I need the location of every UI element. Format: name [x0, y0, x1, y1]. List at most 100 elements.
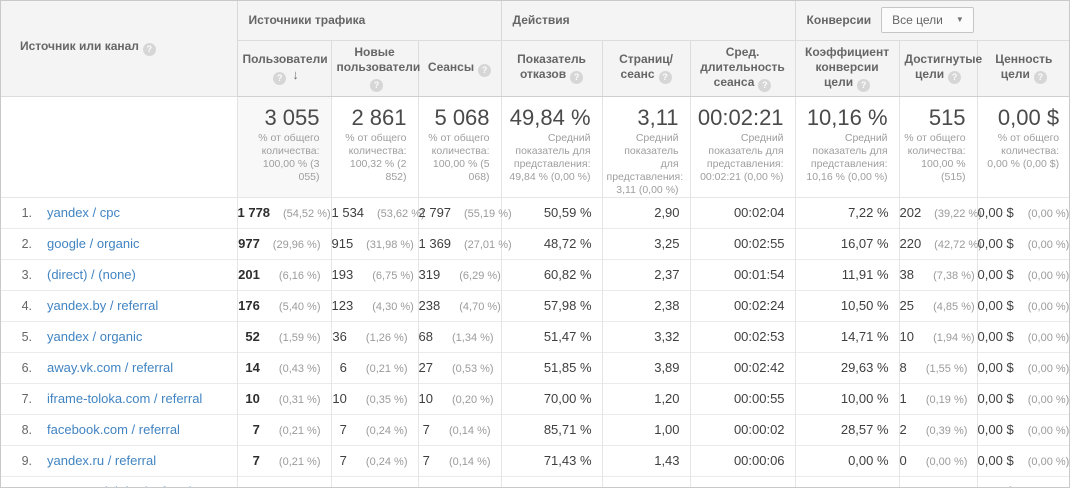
help-icon[interactable]: ?	[758, 78, 772, 92]
new-users-value: 915	[331, 236, 354, 251]
sessions-value: 2 797	[418, 205, 452, 220]
users-value: 7	[252, 453, 260, 468]
column-header-sessions[interactable]: Сеансы?	[417, 40, 502, 97]
table-row: 10. peugeot-club.by / referral 6 (0,18 %)…	[0, 475, 1070, 488]
source-link[interactable]: yandex.by / referral	[47, 298, 159, 313]
goal-conversion-rate-cell: 7,22 %	[794, 196, 900, 228]
help-icon[interactable]: ?	[478, 63, 492, 77]
totals-conv-rate-value: 10,16 %	[806, 104, 888, 130]
users-pct: (0,43 %)	[278, 363, 321, 375]
source-link[interactable]: away.vk.com / referral	[47, 360, 174, 375]
totals-goals-note: % от общего количества: 100,00 % (515)	[904, 131, 966, 183]
sessions-pct: (1,34 %)	[452, 332, 494, 344]
goal-value-pct: (0,00 %)	[1027, 332, 1070, 344]
column-header-avg-session-duration[interactable]: Сред. длительность сеанса?	[689, 40, 796, 97]
source-cell: 7. iframe-toloka.com / referral	[0, 382, 237, 414]
source-link[interactable]: facebook.com / referral	[47, 422, 180, 437]
totals-new-users-note: % от общего количества: 100,32 % (2 852)	[345, 131, 407, 183]
sessions-cell: 1 369 (27,01 %)	[417, 227, 512, 259]
duration-value: 00:00:06	[733, 453, 785, 468]
duration-value: 00:02:24	[733, 298, 785, 313]
new-users-value: 6	[340, 484, 347, 488]
users-pct: (0,31 %)	[278, 394, 321, 406]
new-users-cell: 915 (31,98 %)	[330, 227, 418, 259]
sessions-pct: (27,01 %)	[463, 239, 512, 251]
new-users-pct: (4,30 %)	[372, 301, 414, 313]
help-icon[interactable]: ?	[273, 71, 287, 85]
users-cell: 7 (0,21 %)	[236, 444, 331, 476]
column-header-source[interactable]: Источник или канал?	[0, 0, 238, 97]
new-users-cell: 1 534 (53,62 %)	[330, 196, 425, 228]
goal-value-pct: (0,00 %)	[1027, 270, 1070, 282]
avg-session-duration-cell: 00:02:55	[689, 227, 796, 259]
source-column-label: Источник или канал	[20, 39, 139, 54]
source-cell: 5. yandex / organic	[0, 320, 237, 352]
source-link[interactable]: (direct) / (none)	[47, 267, 136, 282]
help-icon[interactable]: ?	[570, 71, 584, 84]
users-value: 1 778	[237, 205, 271, 220]
goal-value-pct: (0,00 %)	[1027, 394, 1070, 406]
new-users-cell: 36 (1,26 %)	[330, 320, 418, 352]
help-icon[interactable]: ?	[142, 43, 156, 57]
totals-goals-value: 515	[928, 104, 966, 130]
source-link[interactable]: iframe-toloka.com / referral	[47, 391, 203, 406]
pages-value: 3,32	[654, 329, 680, 344]
goal-value-value: 0,00 $	[978, 484, 1014, 488]
goal-completions-cell: 0 (0,00 %)	[898, 444, 978, 476]
column-header-pages-per-session[interactable]: Страниц/сеанс?	[601, 40, 691, 97]
source-link[interactable]: google / organic	[47, 236, 140, 251]
column-header-goal-conversion-rate[interactable]: Коэффициент конверсии цели?	[794, 40, 900, 97]
users-cell: 7 (0,21 %)	[236, 413, 331, 445]
goals-value: 38	[899, 267, 915, 282]
pages-value: 3,89	[654, 360, 680, 375]
conv-rate-value: 11,91 %	[841, 267, 889, 282]
row-number: 7.	[21, 392, 32, 406]
source-link[interactable]: yandex / organic	[47, 329, 143, 344]
totals-new-users-value: 2 861	[351, 104, 407, 130]
totals-avg-session-duration: 00:02:21 Средний показатель для представ…	[689, 96, 796, 198]
avg-session-duration-cell: 00:02:04	[689, 196, 796, 228]
column-header-users[interactable]: Пользователи? ↓	[236, 40, 331, 97]
all-goals-dropdown[interactable]: Все цели ▼	[881, 6, 974, 33]
duration-value: 00:01:54	[733, 267, 785, 282]
duration-value: 00:02:04	[733, 205, 785, 220]
table-row: 5. yandex / organic 52 (1,59 %) 36 (1,26 …	[0, 320, 1070, 352]
avg-session-duration-cell: 00:02:53	[689, 320, 796, 352]
column-label: Коэффициент конверсии цели	[805, 44, 890, 89]
source-link[interactable]: yandex / cpc	[47, 205, 120, 220]
column-header-goal-value[interactable]: Ценность цели?	[976, 40, 1070, 97]
users-value: 10	[245, 391, 260, 406]
bounce-rate-cell: 48,72 %	[500, 227, 603, 259]
column-header-goal-completions[interactable]: Достигнутые цели?	[898, 40, 982, 97]
new-users-cell: 7 (0,24 %)	[330, 444, 418, 476]
goals-pct: (1,94 %)	[933, 332, 975, 344]
avg-session-duration-cell: 00:02:42	[689, 351, 796, 383]
pages-value: 2,38	[654, 298, 680, 313]
help-icon[interactable]: ?	[658, 71, 672, 84]
new-users-pct: (0,21 %)	[365, 363, 408, 375]
goal-conversion-rate-cell: 0,00 %	[794, 444, 900, 476]
goal-value-cell: 0,00 $ (0,00 %)	[976, 196, 1070, 228]
duration-value: 00:02:42	[733, 360, 785, 375]
help-icon[interactable]: ?	[948, 71, 962, 84]
table-row: 9. yandex.ru / referral 7 (0,21 %) 7 (0,2…	[0, 444, 1070, 476]
chevron-down-icon: ▼	[955, 15, 964, 25]
conv-rate-value: 0,00 %	[848, 484, 888, 488]
goal-conversion-rate-cell: 0,00 %	[794, 475, 900, 488]
column-header-bounce-rate[interactable]: Показатель отказов?	[500, 40, 603, 97]
source-link[interactable]: yandex.ru / referral	[47, 453, 157, 468]
table-row: 1. yandex / cpc 1 778 (54,52 %) 1 534 (53…	[0, 196, 1070, 228]
row-number: 8.	[21, 423, 32, 437]
sessions-pct: (0,14 %)	[448, 456, 491, 468]
avg-session-duration-cell: 00:01:54	[689, 258, 796, 290]
conv-rate-value: 10,00 %	[840, 391, 889, 406]
help-icon[interactable]: ?	[1033, 71, 1047, 84]
bounce-value: 48,72 %	[543, 236, 592, 251]
goals-value: 8	[899, 360, 907, 375]
new-users-pct: (0,24 %)	[365, 425, 408, 437]
help-icon[interactable]: ?	[857, 78, 871, 92]
help-icon[interactable]: ?	[370, 78, 383, 92]
source-link[interactable]: peugeot-club.by / referral	[47, 484, 192, 488]
column-header-new-users[interactable]: Новые пользователи?	[330, 40, 420, 97]
